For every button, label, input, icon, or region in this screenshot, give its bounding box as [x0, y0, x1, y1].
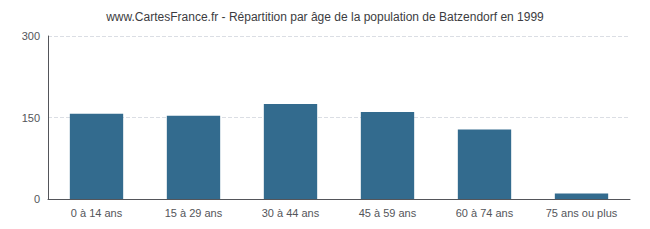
- svg-text:30 à 44 ans: 30 à 44 ans: [262, 207, 320, 219]
- svg-text:45 à 59 ans: 45 à 59 ans: [359, 207, 417, 219]
- svg-text:0 à 14 ans: 0 à 14 ans: [71, 207, 123, 219]
- svg-text:0: 0: [34, 193, 40, 205]
- svg-text:15 à 29 ans: 15 à 29 ans: [165, 207, 223, 219]
- svg-text:150: 150: [22, 112, 40, 124]
- svg-text:60 à 74 ans: 60 à 74 ans: [456, 207, 514, 219]
- svg-text:75 ans ou plus: 75 ans ou plus: [546, 207, 618, 219]
- svg-text:300: 300: [22, 30, 40, 42]
- svg-text:www.CartesFrance.fr - Répartit: www.CartesFrance.fr - Répartition par âg…: [105, 10, 544, 24]
